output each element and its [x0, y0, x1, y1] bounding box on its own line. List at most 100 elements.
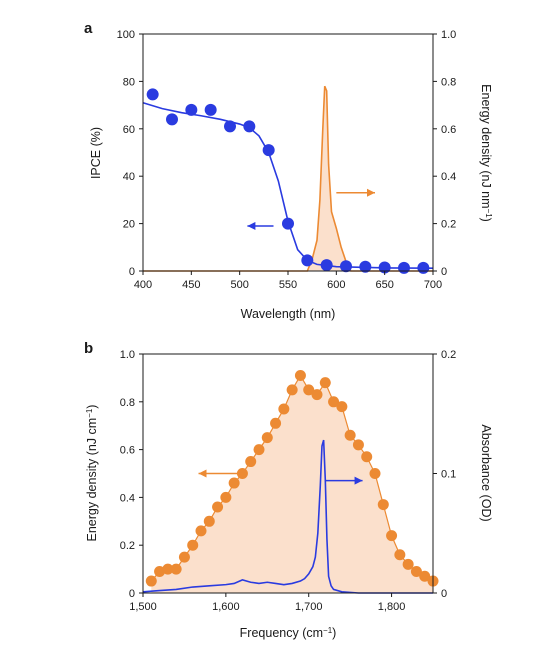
panel-b-x-ticks: 1,500 1,600 1,700 1,800: [129, 593, 405, 613]
ipce-point: [398, 261, 410, 274]
ipce-point: [224, 120, 236, 133]
ipce-point: [262, 144, 275, 157]
ipce-point: [340, 260, 352, 273]
y-tick-label: 0: [129, 266, 135, 278]
energy-density-point: [410, 565, 422, 577]
x-tick-label: 1,600: [212, 601, 240, 613]
panel-a-x-ticks: 400 450 500 550 600 650 700: [134, 271, 442, 291]
arrow-0-head: [198, 469, 207, 478]
y2-tick-label: 0.2: [441, 219, 456, 231]
arrow-1-head: [354, 476, 363, 485]
panel-b-y2-ticks: 0 0.1 0.2: [433, 349, 456, 600]
y-tick-label: 60: [123, 124, 135, 136]
panel-a-y2-ticks: 0 0.2 0.4 0.6 0.8 1.0: [433, 29, 456, 278]
energy-density-point: [311, 389, 323, 401]
y2-tick-label: 0.6: [441, 124, 456, 136]
energy-density-point: [361, 451, 373, 463]
ipce-point: [166, 113, 178, 126]
energy-density-fill: [151, 375, 434, 593]
ipce-point: [417, 261, 430, 274]
energy-density-point: [154, 565, 166, 577]
y-tick-label: 0: [129, 588, 135, 600]
x-tick-label: 500: [230, 279, 248, 291]
ipce-point: [282, 217, 294, 230]
panel-a-label: a: [84, 20, 93, 37]
energy-density-point: [203, 515, 215, 527]
panel-b-label: b: [84, 340, 93, 357]
energy-density-point: [419, 570, 431, 582]
absorbance-path: [142, 439, 433, 594]
x-tick-label: 450: [182, 279, 200, 291]
absorbance-line: [142, 439, 433, 594]
energy-density-point: [187, 539, 199, 551]
energy-density-point: [261, 432, 273, 444]
x-tick-label: 1,800: [378, 601, 406, 613]
x-tick-label: 550: [279, 279, 297, 291]
ipce-point: [359, 260, 372, 273]
energy-density-point: [352, 439, 364, 451]
energy-density-point: [344, 429, 356, 441]
energy-density-point: [394, 549, 406, 561]
energy-density-point: [195, 525, 207, 537]
energy-density-point: [402, 558, 414, 570]
ipce-point: [243, 120, 256, 133]
panel-b-y-axis-label: Energy density (nJ cm−1): [85, 405, 100, 542]
energy-density-line: [143, 85, 433, 272]
energy-density-point: [328, 396, 340, 408]
energy-density-point: [170, 563, 182, 575]
panel-b-x-axis-label: Frequency (cm−1): [240, 626, 337, 641]
ipce-fit-path: [142, 101, 434, 269]
energy-density-spectrum-area: [143, 85, 433, 272]
y-tick-label: 80: [123, 76, 135, 88]
energy-density-point: [178, 551, 190, 563]
ipce-point: [146, 88, 159, 101]
energy-density-point: [386, 530, 398, 542]
energy-density-point: [369, 468, 381, 479]
ipce-point: [301, 254, 314, 267]
panel-a-y-axis-label: IPCE (%): [89, 127, 103, 179]
x-tick-label: 1,500: [129, 601, 157, 613]
panel-b-arrows: [198, 469, 363, 485]
ipce-points: [146, 88, 430, 274]
x-tick-label: 600: [327, 279, 345, 291]
y2-tick-label: 0: [441, 588, 447, 600]
panel-a-y2-axis-label: Energy density (nJ nm−1): [479, 84, 494, 222]
energy-density-point: [220, 491, 232, 503]
ipce-point: [378, 261, 391, 274]
y2-tick-label: 0.2: [441, 349, 456, 361]
energy-density-point: [212, 501, 224, 513]
energy-density-point: [245, 456, 257, 468]
panel-a-axes: [142, 33, 434, 272]
y2-tick-label: 0.4: [441, 171, 456, 183]
energy-density-points: [145, 370, 439, 587]
energy-density-point: [162, 563, 174, 575]
y2-tick-label: 0: [441, 266, 447, 278]
plot-frame: [142, 33, 434, 272]
x-tick-label: 1,700: [295, 601, 323, 613]
energy-density-point: [303, 384, 315, 396]
energy-density-point: [377, 499, 389, 511]
y-tick-label: 40: [123, 171, 135, 183]
panel-a-x-axis-label: Wavelength (nm): [241, 307, 336, 321]
y-tick-label: 1.0: [120, 349, 135, 361]
panel-b-y-ticks: 0 0.2 0.4 0.6 0.8 1.0: [120, 349, 143, 600]
energy-density-area: [151, 375, 434, 593]
y-tick-label: 0.8: [120, 397, 135, 409]
energy-density-point: [294, 370, 306, 382]
x-tick-label: 700: [424, 279, 442, 291]
panel-a-y-ticks: 0 20 40 60 80 100: [117, 29, 143, 278]
y-tick-label: 0.4: [120, 492, 135, 504]
energy-density-point: [270, 417, 282, 429]
y-tick-label: 20: [123, 219, 135, 231]
y2-tick-label: 0.8: [441, 76, 456, 88]
y-tick-label: 0.6: [120, 445, 135, 457]
energy-density-point: [336, 401, 348, 413]
ipce-point: [320, 259, 333, 272]
x-tick-label: 400: [134, 279, 152, 291]
energy-density-point: [228, 477, 240, 489]
energy-density-point: [278, 403, 290, 415]
ipce-point: [185, 103, 198, 116]
ipce-fit-line: [142, 101, 434, 269]
panel-a-arrows: [247, 188, 375, 230]
